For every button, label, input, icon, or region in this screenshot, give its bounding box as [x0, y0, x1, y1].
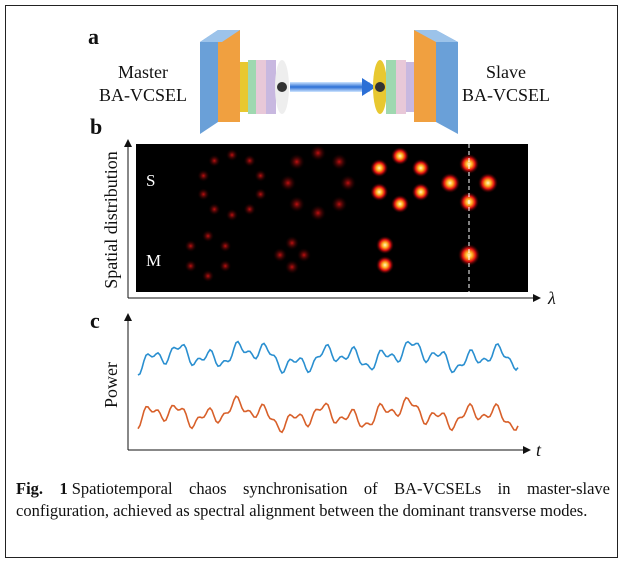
- master-trace: [137, 340, 519, 376]
- mode-spot: [288, 196, 305, 213]
- mode-spot: [370, 183, 389, 201]
- axis-label: Spatial distribution: [101, 151, 121, 289]
- row-label: S: [146, 171, 155, 190]
- mode-spot: [226, 149, 238, 161]
- mode-spot: [197, 188, 210, 201]
- beam: [290, 82, 370, 92]
- slave-trace: [137, 395, 519, 434]
- mode-spot: [459, 154, 479, 174]
- mode-spot: [197, 169, 210, 182]
- device-label: BA-VCSEL: [99, 85, 187, 105]
- caption: Fig. 1 Spatiotemporal chaos synchronisati…: [16, 478, 610, 522]
- mode-spot: [202, 270, 214, 282]
- row-label: M: [146, 251, 161, 270]
- mode-spot: [226, 209, 238, 221]
- axis-label: Power: [101, 362, 121, 408]
- mode-spot: [288, 153, 305, 170]
- mode-spot: [280, 175, 296, 191]
- panel-label: b: [90, 114, 102, 139]
- device-label: Slave: [486, 62, 526, 82]
- mode-spot: [340, 175, 356, 191]
- mode-spot: [376, 256, 394, 274]
- mode-spot: [184, 260, 197, 272]
- mode-spot: [310, 205, 326, 221]
- mode-spot: [208, 154, 221, 167]
- mode-spot: [285, 236, 299, 250]
- mode-spot: [478, 173, 498, 193]
- mode-spot: [331, 196, 348, 213]
- mode-spot: [254, 169, 267, 182]
- mode-spot: [297, 248, 311, 262]
- panel-label: c: [90, 308, 100, 333]
- mode-spot: [331, 153, 348, 170]
- mode-spot: [202, 230, 214, 242]
- panel-label: a: [88, 24, 99, 49]
- mode-spot: [458, 244, 480, 266]
- slave-device: [373, 30, 458, 134]
- mode-spot: [411, 159, 430, 177]
- mode-spot: [219, 240, 232, 252]
- mode-spot: [376, 236, 394, 254]
- mode-spot: [440, 173, 460, 193]
- mode-spot: [219, 260, 232, 272]
- figure: a Master BA-VCSEL Slave BA-VCSEL b λ Spa…: [88, 24, 556, 460]
- master-device: [200, 30, 289, 134]
- device-label: BA-VCSEL: [462, 85, 550, 105]
- mode-spot: [208, 203, 221, 216]
- beam-arrow: [362, 78, 376, 96]
- caption-label: Fig. 1: [16, 479, 68, 498]
- mode-spot: [184, 240, 197, 252]
- axis-label: t: [536, 440, 542, 460]
- mode-spot: [310, 145, 326, 161]
- mode-spot: [254, 188, 267, 201]
- figure-frame: [5, 5, 618, 558]
- device-label: Master: [118, 62, 168, 82]
- mode-spot: [243, 154, 256, 167]
- mode-spot: [411, 183, 430, 201]
- mode-spot: [391, 147, 409, 165]
- mode-spot: [391, 195, 409, 213]
- axis-label: λ: [547, 288, 556, 308]
- mode-spot: [285, 260, 299, 274]
- mode-spot: [370, 159, 389, 177]
- mode-spot: [243, 203, 256, 216]
- mode-patterns: [184, 145, 498, 282]
- mode-spot: [273, 248, 287, 262]
- caption-text: Spatiotemporal chaos synchronisation of …: [16, 479, 610, 520]
